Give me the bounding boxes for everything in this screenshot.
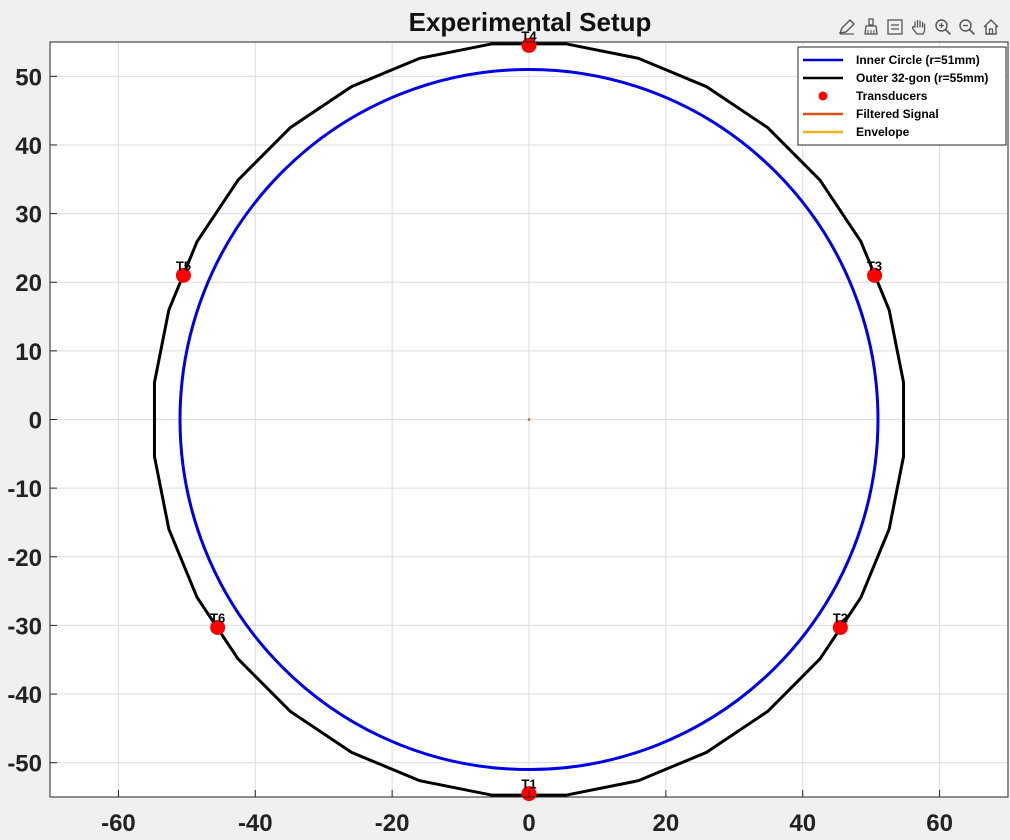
- transducer-marker-t6[interactable]: [210, 619, 226, 635]
- y-tick-label: -10: [7, 476, 42, 503]
- y-tick-label: 50: [15, 64, 42, 91]
- brush-icon[interactable]: [860, 16, 882, 38]
- transducer-label-t5: T5: [176, 258, 191, 273]
- transducer-label-t2: T2: [833, 610, 848, 625]
- transducer-label-t1: T1: [521, 777, 536, 792]
- legend-toggle-icon[interactable]: [884, 16, 906, 38]
- pan-hand-icon[interactable]: [908, 16, 930, 38]
- tick-labels: -60 -40 -20 0 20 40 60 -50 -40 -30 -20 -10 0 10 20 30 40…: [7, 64, 953, 837]
- inner-circle-series[interactable]: [178, 67, 880, 772]
- y-tick-label: 30: [15, 202, 42, 229]
- legend-entry-label: Outer 32-gon (r=55mm): [856, 71, 988, 85]
- zoom-out-icon[interactable]: [956, 16, 978, 38]
- x-tick-label: 20: [653, 810, 680, 837]
- y-tick-label: -40: [7, 682, 42, 709]
- chart-title: Experimental Setup: [409, 7, 652, 37]
- plot-frame: [49, 41, 1009, 798]
- edit-plot-icon[interactable]: [836, 16, 858, 38]
- transducer-label-t3: T3: [867, 258, 882, 273]
- transducer-marker-t3[interactable]: [867, 267, 883, 283]
- y-tick-label: 10: [15, 339, 42, 366]
- x-tick-label: 60: [926, 810, 953, 837]
- legend-entry-label: Inner Circle (r=51mm): [856, 53, 980, 67]
- x-tick-label: -40: [238, 810, 273, 837]
- filtered-signal-point: [527, 418, 531, 421]
- x-tick-label: 0: [522, 810, 535, 837]
- x-tick-label: -20: [375, 810, 410, 837]
- legend-entry-label: Envelope: [856, 125, 910, 139]
- y-tick-label: -50: [7, 751, 42, 778]
- legend-marker: [818, 91, 828, 101]
- y-tick-label: 40: [15, 133, 42, 160]
- legend-entry-label: Transducers: [856, 89, 928, 103]
- home-icon[interactable]: [980, 16, 1002, 38]
- axes-toolbar: [836, 16, 1002, 40]
- y-tick-label: -20: [7, 545, 42, 572]
- x-tick-label: 40: [789, 810, 816, 837]
- y-tick-label: 20: [15, 270, 42, 297]
- transducer-label-t4: T4: [521, 28, 537, 43]
- series-layer: T1 T2 T3 T4 T5 T6: [152, 28, 906, 802]
- y-tick-label: -30: [7, 613, 42, 640]
- transducer-marker-t2[interactable]: [832, 619, 848, 635]
- transducer-marker-t5[interactable]: [175, 267, 191, 283]
- y-tick-label: 0: [29, 408, 42, 435]
- transducer-label-t6: T6: [210, 610, 225, 625]
- legend[interactable]: Inner Circle (r=51mm) Outer 32-gon (r=55m…: [797, 46, 1007, 146]
- x-tick-label: -60: [101, 810, 136, 837]
- legend-entry-label: Filtered Signal: [856, 107, 939, 121]
- outer-polygon-series[interactable]: [152, 42, 906, 797]
- zoom-in-icon[interactable]: [932, 16, 954, 38]
- legend-box: [797, 46, 1007, 146]
